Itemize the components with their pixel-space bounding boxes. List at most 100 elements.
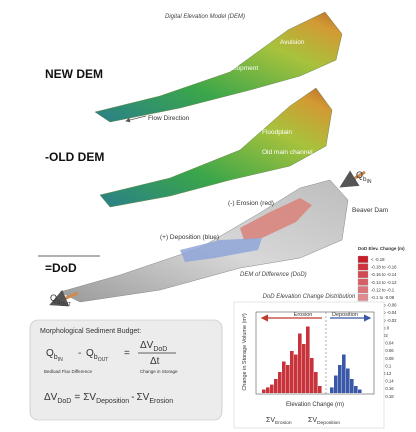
legend-swatch <box>357 255 369 263</box>
new-dem-surface <box>94 11 343 123</box>
budget-title: Morphological Sediment Budget: <box>40 328 141 335</box>
annotation: Flow Direction <box>148 115 190 122</box>
deposition-bar <box>354 386 358 393</box>
subscript: OUT <box>61 302 72 308</box>
outflow-arrow <box>49 289 79 307</box>
erosion-bar <box>294 354 298 393</box>
subscript: Erosion <box>275 420 292 426</box>
erosion-bar <box>262 389 266 393</box>
legend-swatch <box>357 271 369 278</box>
operator: - <box>78 348 81 359</box>
erosion-bar <box>310 358 314 393</box>
erosion-bar <box>302 344 306 393</box>
erosion-bar <box>306 326 310 393</box>
dod-caption: DEM of Difference (DoD) <box>240 272 307 278</box>
deposition-bar <box>334 375 338 393</box>
erosion-bar <box>266 387 270 393</box>
symbol: Q <box>356 170 363 180</box>
subscript: b <box>54 354 58 361</box>
erosion-bar <box>274 379 278 393</box>
legend-label: -0.1 to -0.08 <box>371 295 395 300</box>
legend-swatch <box>357 278 369 286</box>
subscript: Deposition <box>96 398 129 405</box>
symbol: ΔV <box>140 340 154 351</box>
operator: = <box>74 392 80 403</box>
plot-frame <box>255 311 375 395</box>
x-axis-label: Elevation Change (m) <box>286 402 344 408</box>
histogram-title: DoD Elevation Change Distribution <box>263 294 356 300</box>
subscript: b <box>363 176 367 183</box>
caption: Bedload Flux Difference <box>44 369 92 374</box>
equation-term: QbIN <box>46 348 63 363</box>
deposition-label: Deposition <box>332 312 358 318</box>
old-dem-label: -OLD DEM <box>45 150 104 164</box>
legend-title: DoD Elev. Change (m) <box>358 246 405 251</box>
symbol: ΣV <box>137 392 150 403</box>
subscript: IN <box>58 357 63 363</box>
subscript: Erosion <box>149 398 173 405</box>
erosion-bar <box>278 372 282 393</box>
dem-title: Digital Elevation Model (DEM) <box>165 14 245 20</box>
sum-deposition: ΣVDeposition <box>308 417 340 426</box>
flow-arrow <box>125 115 147 123</box>
numerator: ΔVDoD <box>140 340 167 353</box>
subscript: DoD <box>57 398 71 405</box>
symbol: ΔV <box>44 392 58 403</box>
subscript: OUT <box>98 357 109 363</box>
legend-swatch <box>357 263 369 271</box>
deposition-bar <box>342 354 346 393</box>
subscript: b <box>57 299 61 306</box>
subscript: Deposition <box>317 420 340 426</box>
deposition-bar <box>358 389 362 393</box>
symbol: Q <box>86 348 94 359</box>
sum-erosion: ΣVErosion <box>266 417 292 426</box>
equation-term: QbOUT <box>86 348 108 363</box>
deposition-bar <box>338 365 342 393</box>
annotation: Beaver Dam <box>352 207 388 214</box>
erosion-bar <box>318 386 322 393</box>
legend-label: -0.16 to -0.14 <box>371 272 397 277</box>
symbol: ΣV <box>83 392 96 403</box>
operator: - <box>131 392 134 403</box>
erosion-label: Erosion <box>294 312 313 318</box>
annotation: (-) Erosion (red) <box>228 200 274 207</box>
new-dem-label: NEW DEM <box>45 67 103 81</box>
legend-label: -0.14 to -0.12 <box>371 280 397 285</box>
symbol: ΣV <box>266 417 275 424</box>
legend-swatch <box>357 293 369 301</box>
annotation: Old main channel <box>262 149 313 156</box>
budget-box <box>29 319 223 421</box>
legend-label: < -0.18 <box>371 257 385 262</box>
erosion-bar <box>314 372 318 393</box>
symbol: Q <box>46 348 54 359</box>
deposition-bar <box>350 379 354 393</box>
deposition-bar <box>346 368 350 393</box>
erosion-bar <box>290 351 294 393</box>
legend-swatch <box>357 286 369 294</box>
symbol: Q <box>50 293 57 303</box>
annotation: Floodplain <box>262 129 292 136</box>
annotation: Bar Development <box>208 65 258 72</box>
equation2: ΔVDoD = ΣVDeposition - ΣVErosion <box>44 392 173 405</box>
symbol: ΣV <box>308 417 317 424</box>
annotation: (+) Deposition (blue) <box>160 234 219 241</box>
annotation: Avulsion <box>280 39 305 46</box>
legend-label: -0.12 to -0.1 <box>371 287 395 292</box>
caption: Change in Storage <box>140 369 178 374</box>
legend-label: -0.18 to -0.16 <box>371 265 397 270</box>
inflow-arrow <box>339 170 366 188</box>
erosion-area <box>240 198 312 240</box>
outflow-symbol: QbOUT <box>50 293 71 308</box>
erosion-bar <box>298 333 302 393</box>
deposition-area <box>180 238 262 262</box>
dod-label: =DoD <box>45 261 77 275</box>
subscript: IN <box>367 179 372 185</box>
subscript: b <box>94 354 98 361</box>
erosion-bar <box>270 384 274 393</box>
operator: = <box>124 348 130 359</box>
inflow-symbol: QbIN <box>356 170 372 185</box>
deposition-bar <box>330 387 334 393</box>
erosion-bar <box>282 361 286 393</box>
histogram-bars <box>262 326 362 393</box>
